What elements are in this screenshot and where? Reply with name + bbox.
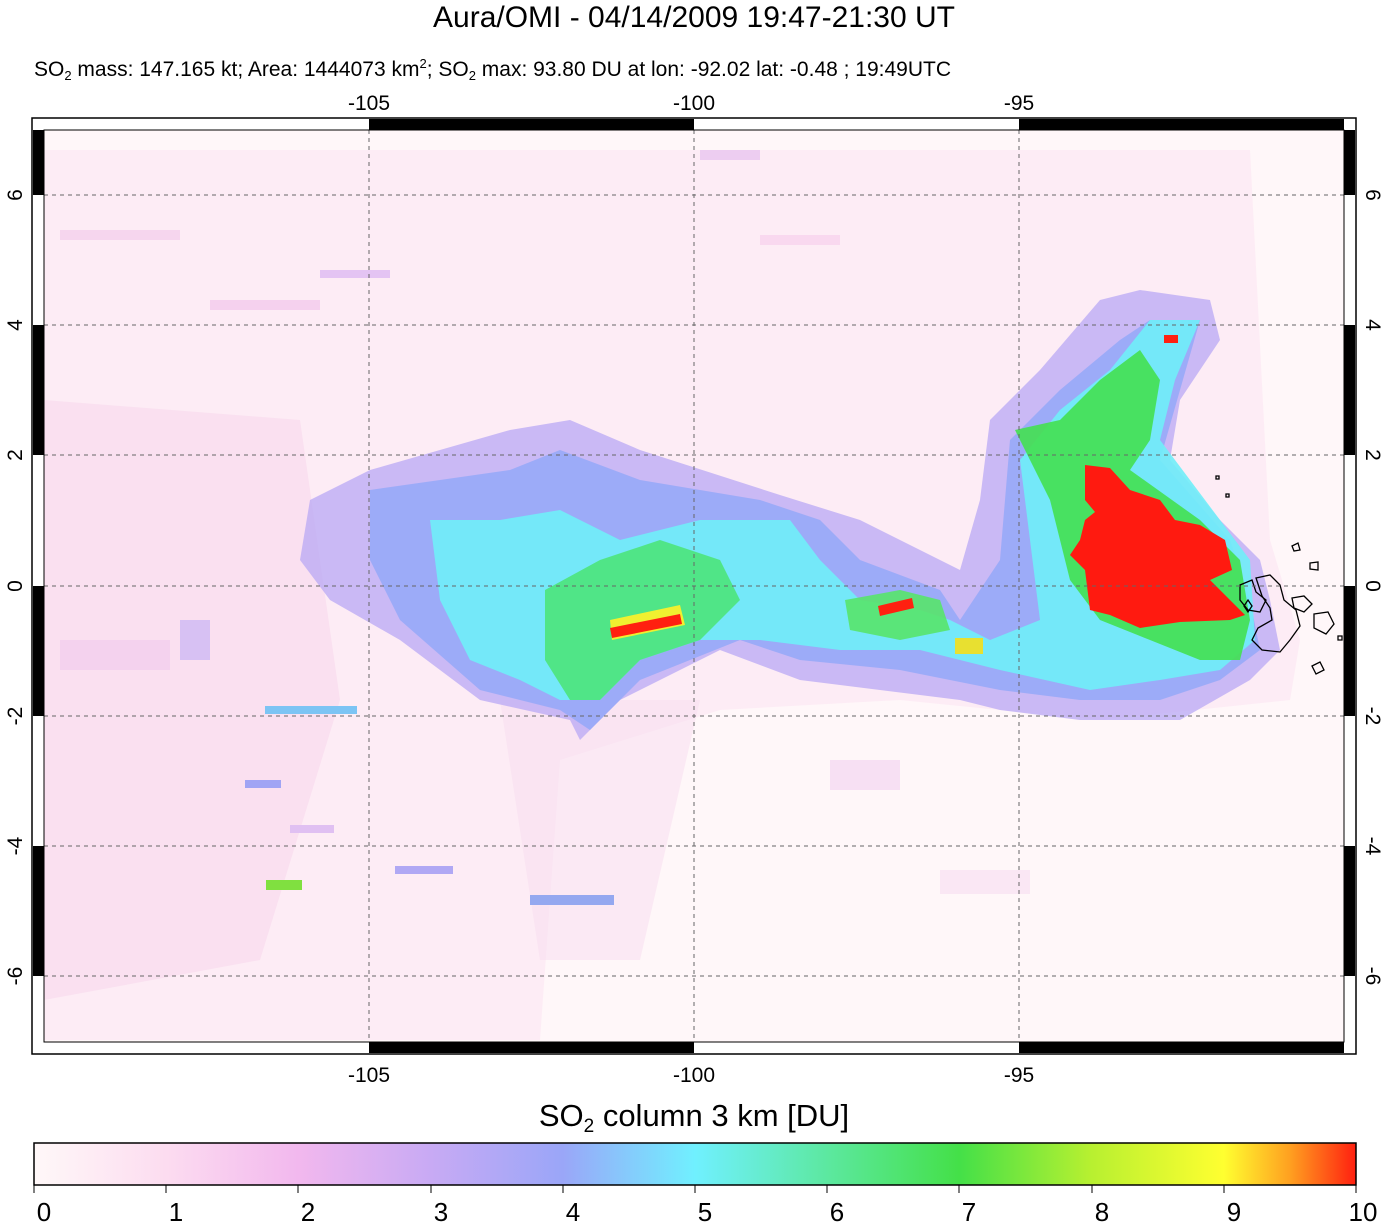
colorbar-ticks bbox=[33, 1185, 1357, 1193]
so2-pixel-cyan bbox=[265, 706, 357, 714]
lat-tick-left-minus2: -2 bbox=[4, 706, 27, 726]
colorbar-tick-5: 5 bbox=[697, 1197, 713, 1227]
galapagos-islands-coastline bbox=[1215, 475, 1343, 675]
so2-pixel-green bbox=[266, 880, 302, 890]
colorbar-tick-10: 10 bbox=[1348, 1197, 1378, 1227]
map-frame bbox=[31, 117, 1357, 1055]
lat-tick-left-minus6: -6 bbox=[4, 966, 27, 986]
lat-tick-right-4: 4 bbox=[1361, 319, 1384, 331]
colorbar-tick-2: 2 bbox=[300, 1197, 316, 1227]
colorbar-title: SO2 column 3 km [DU] bbox=[538, 1098, 850, 1137]
lon-tick-bottom-100: -100 bbox=[672, 1064, 716, 1087]
so2-pixel-lilac bbox=[395, 866, 453, 874]
colorbar-tick-6: 6 bbox=[829, 1197, 845, 1227]
map-subtitle: SO2 mass: 147.165 kt; Area: 1444073 km2;… bbox=[34, 56, 952, 83]
lat-tick-left-minus4: -4 bbox=[4, 836, 27, 856]
colorbar-tick-8: 8 bbox=[1094, 1197, 1110, 1227]
lon-tick-bottom-105: -105 bbox=[347, 1064, 391, 1087]
lat-tick-right-6: 6 bbox=[1361, 189, 1384, 201]
lat-tick-right-minus4: -4 bbox=[1361, 836, 1384, 856]
so2-pixel-blue-2 bbox=[530, 895, 614, 905]
so2-plume-red-streak-2 bbox=[878, 598, 914, 616]
lon-tick-top-105: -105 bbox=[347, 92, 391, 115]
lon-tick-top-100: -100 bbox=[672, 92, 716, 115]
lat-tick-left-4: 4 bbox=[4, 319, 27, 331]
colorbar-tick-9: 9 bbox=[1226, 1197, 1242, 1227]
lat-tick-right-2: 2 bbox=[1361, 449, 1384, 461]
so2-yellow-spot bbox=[955, 638, 983, 654]
colorbar-tick-3: 3 bbox=[433, 1197, 449, 1227]
map-graticule bbox=[44, 130, 1344, 1042]
so2-plume-core-red bbox=[1070, 465, 1245, 628]
lat-tick-left-2: 2 bbox=[4, 449, 27, 461]
lat-tick-left-6: 6 bbox=[4, 189, 27, 201]
colorbar-gradient bbox=[33, 1142, 1357, 1186]
colorbar-tick-4: 4 bbox=[565, 1197, 581, 1227]
so2-pixel-blue bbox=[245, 780, 281, 788]
so2-plume-red-streak bbox=[610, 614, 682, 638]
lat-tick-right-minus2: -2 bbox=[1361, 706, 1384, 726]
lon-tick-top-95: -95 bbox=[1003, 92, 1035, 115]
lon-tick-bottom-95: -95 bbox=[1003, 1064, 1035, 1087]
colorbar-tick-0: 0 bbox=[36, 1197, 52, 1227]
so2-plume-green-2 bbox=[845, 590, 950, 640]
so2-red-spot bbox=[1164, 335, 1178, 343]
map-title: Aura/OMI - 04/14/2009 19:47-21:30 UT bbox=[433, 1, 955, 34]
colorbar-tick-7: 7 bbox=[961, 1197, 977, 1227]
colorbar-tick-1: 1 bbox=[168, 1197, 184, 1227]
so2-pixel-lilac-2 bbox=[290, 825, 334, 833]
lat-tick-right-minus6: -6 bbox=[1361, 966, 1384, 986]
lat-tick-right-0: 0 bbox=[1361, 580, 1384, 592]
lat-tick-left-0: 0 bbox=[4, 580, 27, 592]
